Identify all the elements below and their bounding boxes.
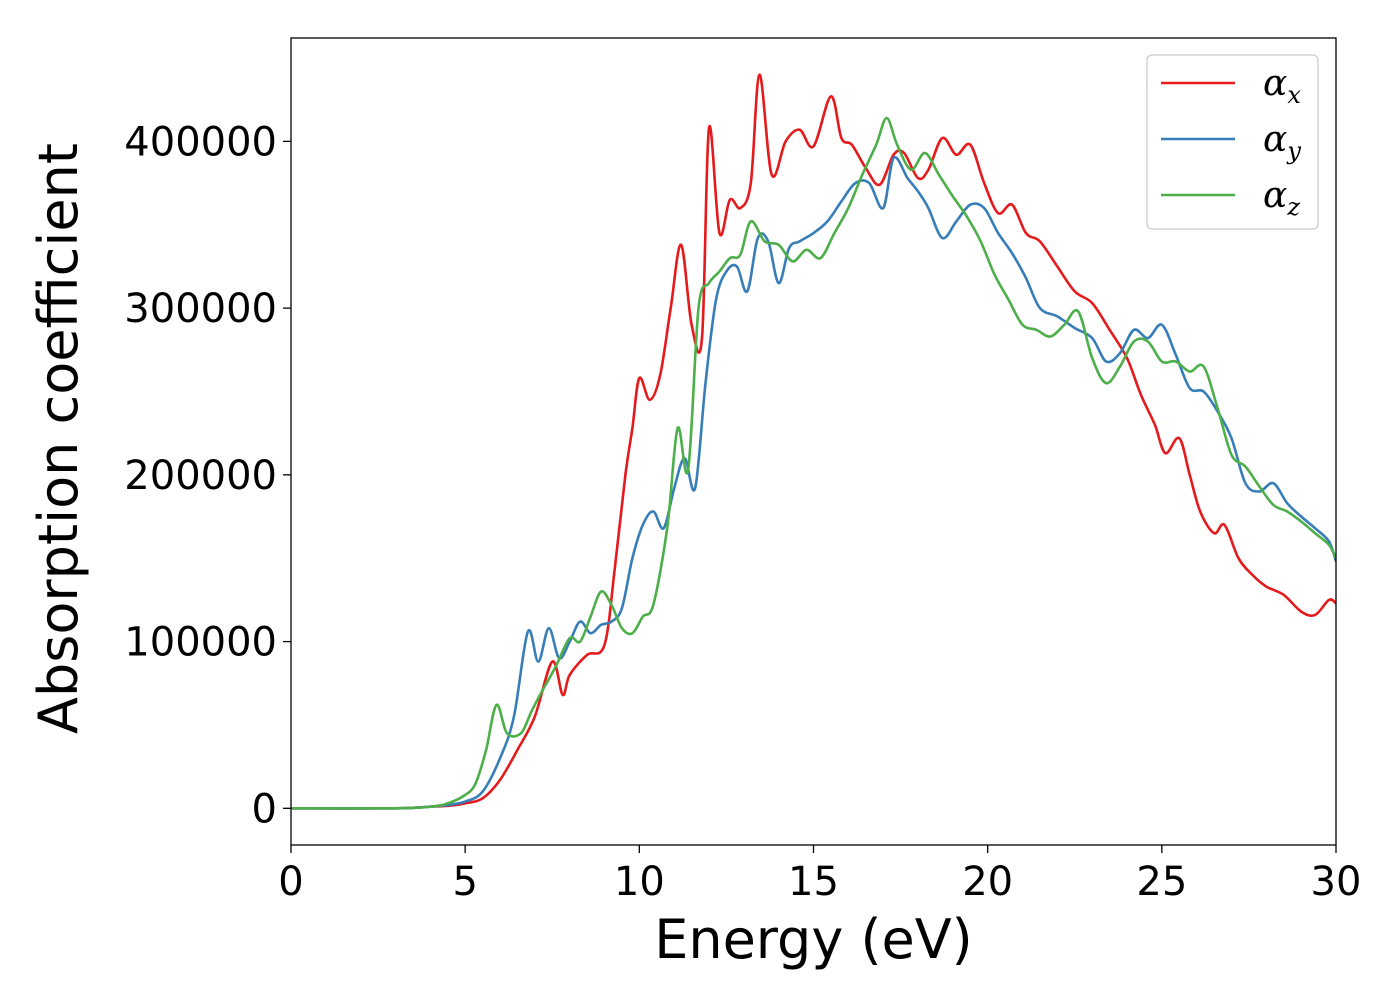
y-tick-label: 200000	[124, 453, 277, 499]
y-tick-label: 100000	[124, 620, 277, 666]
x-tick-label: 20	[962, 859, 1013, 905]
legend-label-z: αz	[1263, 175, 1300, 221]
x-axis-title: Energy (eV)	[654, 908, 973, 971]
x-tick-label: 15	[788, 859, 839, 905]
x-tick-label: 5	[452, 859, 477, 905]
y-axis-title: Absorption coefficient	[27, 143, 90, 734]
series-layer	[291, 73, 1336, 810]
y-tick-label: 0	[252, 786, 277, 832]
series-line-x	[291, 73, 1336, 810]
legend: αx αy αz	[1146, 54, 1319, 230]
x-axis: 0 5 10 15 20 25 30	[278, 845, 1361, 905]
series-line-y	[291, 155, 1336, 810]
y-tick-label: 300000	[124, 286, 277, 332]
legend-label-y: αy	[1263, 119, 1301, 165]
series-line-z	[291, 116, 1336, 810]
x-tick-label: 25	[1136, 859, 1187, 905]
x-tick-label: 0	[278, 859, 303, 905]
y-axis: 0 100000 200000 300000 400000	[124, 119, 291, 832]
x-tick-label: 30	[1311, 859, 1362, 905]
x-tick-label: 10	[614, 859, 665, 905]
y-tick-label: 400000	[124, 119, 277, 165]
legend-box	[1146, 54, 1319, 230]
legend-label-x: αx	[1263, 63, 1301, 109]
